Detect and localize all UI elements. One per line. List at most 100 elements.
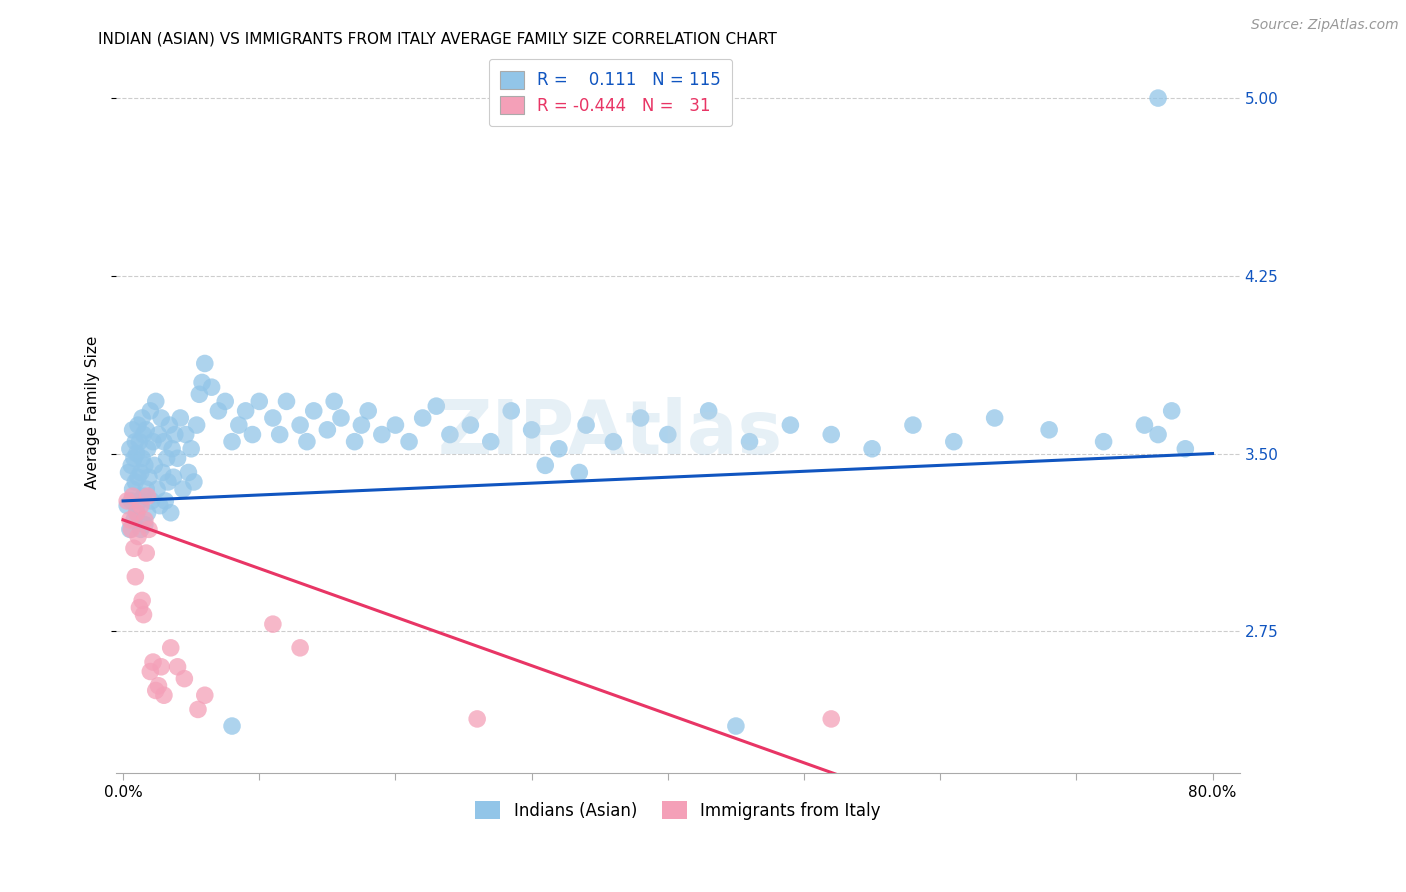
Point	[288, 640, 311, 655]
Point	[139, 404, 162, 418]
Point	[276, 394, 298, 409]
Point	[146, 482, 169, 496]
Point	[145, 683, 167, 698]
Point	[180, 442, 202, 456]
Point	[465, 712, 488, 726]
Point	[1147, 91, 1170, 105]
Point	[127, 470, 149, 484]
Point	[738, 434, 761, 449]
Point	[412, 411, 434, 425]
Point	[187, 702, 209, 716]
Point	[330, 411, 353, 425]
Point	[138, 470, 160, 484]
Point	[159, 506, 181, 520]
Point	[460, 418, 482, 433]
Text: Source: ZipAtlas.com: Source: ZipAtlas.com	[1251, 18, 1399, 32]
Point	[118, 513, 141, 527]
Point	[127, 529, 149, 543]
Point	[117, 466, 139, 480]
Point	[141, 494, 163, 508]
Point	[425, 399, 447, 413]
Point	[132, 489, 155, 503]
Point	[128, 600, 150, 615]
Point	[131, 593, 153, 607]
Point	[1147, 427, 1170, 442]
Point	[125, 446, 148, 460]
Point	[194, 688, 217, 702]
Point	[166, 451, 188, 466]
Point	[235, 404, 257, 418]
Point	[122, 513, 145, 527]
Point	[724, 719, 747, 733]
Point	[183, 475, 205, 489]
Legend: Indians (Asian), Immigrants from Italy: Indians (Asian), Immigrants from Italy	[468, 795, 887, 827]
Point	[295, 434, 318, 449]
Point	[124, 434, 146, 449]
Point	[157, 418, 180, 433]
Point	[124, 570, 146, 584]
Point	[143, 458, 166, 473]
Point	[242, 427, 264, 442]
Point	[371, 427, 394, 442]
Point	[129, 499, 152, 513]
Point	[135, 482, 157, 496]
Point	[115, 494, 138, 508]
Point	[520, 423, 543, 437]
Point	[134, 513, 156, 527]
Point	[125, 506, 148, 520]
Point	[302, 404, 325, 418]
Point	[350, 418, 373, 433]
Point	[157, 475, 180, 489]
Point	[118, 442, 141, 456]
Point	[860, 442, 883, 456]
Point	[120, 522, 142, 536]
Point	[142, 434, 165, 449]
Point	[316, 423, 339, 437]
Point	[148, 679, 170, 693]
Point	[162, 470, 184, 484]
Point	[148, 427, 170, 442]
Point	[697, 404, 720, 418]
Point	[135, 546, 157, 560]
Point	[131, 451, 153, 466]
Point	[479, 434, 502, 449]
Text: ZIPAtlas: ZIPAtlas	[439, 397, 783, 470]
Point	[200, 380, 222, 394]
Point	[214, 394, 236, 409]
Point	[136, 442, 159, 456]
Point	[247, 394, 270, 409]
Point	[1133, 418, 1156, 433]
Point	[131, 411, 153, 425]
Point	[357, 404, 380, 418]
Point	[150, 660, 173, 674]
Point	[191, 376, 214, 390]
Point	[135, 423, 157, 437]
Point	[118, 522, 141, 536]
Point	[228, 418, 250, 433]
Point	[163, 427, 186, 442]
Point	[1038, 423, 1060, 437]
Point	[149, 499, 172, 513]
Point	[132, 607, 155, 622]
Point	[156, 451, 179, 466]
Point	[150, 411, 173, 425]
Point	[323, 394, 346, 409]
Point	[177, 466, 200, 480]
Point	[125, 506, 148, 520]
Point	[779, 418, 801, 433]
Point	[221, 434, 243, 449]
Point	[128, 434, 150, 449]
Point	[602, 434, 624, 449]
Point	[820, 712, 842, 726]
Point	[122, 541, 145, 556]
Point	[145, 394, 167, 409]
Point	[124, 475, 146, 489]
Point	[160, 442, 183, 456]
Point	[221, 719, 243, 733]
Point	[194, 356, 217, 370]
Point	[120, 458, 142, 473]
Point	[121, 482, 143, 496]
Point	[901, 418, 924, 433]
Point	[942, 434, 965, 449]
Point	[983, 411, 1005, 425]
